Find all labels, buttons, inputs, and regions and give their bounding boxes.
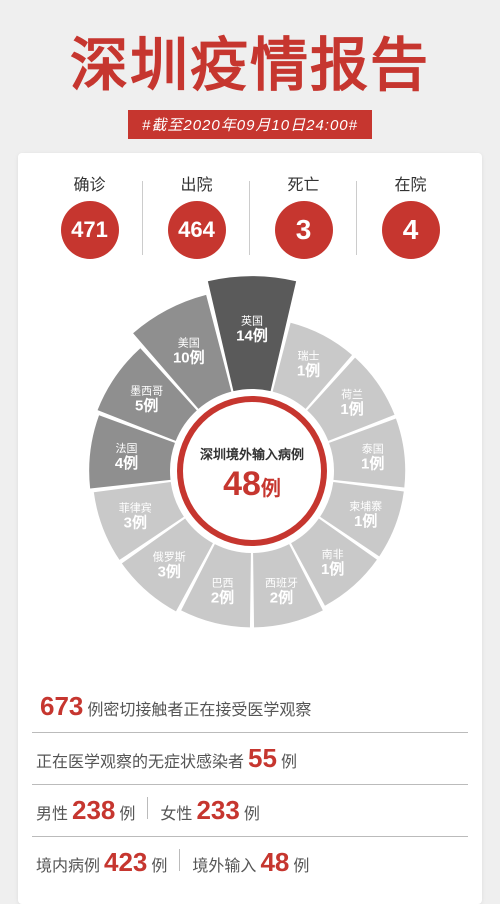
pie-svg: 英国14例瑞士1例荷兰1例泰国1例柬埔寨1例南非1例西班牙2例巴西2例俄罗斯3例… xyxy=(32,271,472,671)
female-post: 例 xyxy=(244,800,260,824)
report-timestamp: #截至2020年09月10日24:00# xyxy=(128,110,372,139)
slice-country: 瑞士 xyxy=(298,348,320,362)
slice-country: 荷兰 xyxy=(341,388,363,401)
slice-country: 法国 xyxy=(116,441,138,455)
slice-cases: 2例 xyxy=(270,589,293,607)
row-contacts: 673 例密切接触者正在接受医学观察 xyxy=(32,681,468,732)
imported-cases-pie: 英国14例瑞士1例荷兰1例泰国1例柬埔寨1例南非1例西班牙2例巴西2例俄罗斯3例… xyxy=(32,271,468,671)
slice-cases: 1例 xyxy=(321,560,344,578)
slice-country: 柬埔寨 xyxy=(349,499,382,513)
stat-label: 死亡 xyxy=(250,171,357,195)
domestic-number: 423 xyxy=(104,847,147,878)
main-card: 确诊 471 出院 464 死亡 3 在院 4 英国14例瑞士1例荷兰1例泰国1… xyxy=(18,153,482,904)
stat-label: 出院 xyxy=(143,171,250,195)
slice-country: 巴西 xyxy=(212,578,234,590)
stat-confirmed: 确诊 471 xyxy=(36,171,143,259)
asymptomatic-pre: 正在医学观察的无症状感染者 xyxy=(36,748,244,772)
slice-cases: 1例 xyxy=(354,512,377,530)
row-gender: 男性 238 例 女性 233 例 xyxy=(32,784,468,836)
slice-cases: 5例 xyxy=(135,396,158,414)
subtitle-wrap: #截至2020年09月10日24:00# xyxy=(0,110,500,139)
slice-country: 俄罗斯 xyxy=(153,550,186,563)
slice-cases: 4例 xyxy=(115,454,138,472)
imported-number: 48 xyxy=(260,847,289,878)
stat-hospitalized: 在院 4 xyxy=(357,171,464,259)
male-pre: 男性 xyxy=(36,800,68,824)
male-post: 例 xyxy=(119,800,135,824)
slice-country: 泰国 xyxy=(362,441,384,455)
slice-country: 菲律宾 xyxy=(119,500,152,514)
slice-cases: 2例 xyxy=(211,589,234,607)
stat-label: 在院 xyxy=(357,171,464,195)
asymptomatic-number: 55 xyxy=(248,743,277,774)
divider xyxy=(179,849,180,871)
stat-label: 确诊 xyxy=(36,171,143,195)
stat-value-circle: 4 xyxy=(382,201,440,259)
contacts-text: 例密切接触者正在接受医学观察 xyxy=(87,696,311,720)
slice-cases: 3例 xyxy=(124,513,147,531)
domestic-pre: 境内病例 xyxy=(36,852,100,876)
male-number: 238 xyxy=(72,795,115,826)
slice-country: 西班牙 xyxy=(265,577,298,590)
stat-value-circle: 464 xyxy=(168,201,226,259)
slice-cases: 1例 xyxy=(340,400,363,418)
slice-cases: 1例 xyxy=(361,454,384,472)
pie-center-label: 深圳境外输入病例 xyxy=(200,447,304,462)
slice-country: 美国 xyxy=(178,337,200,350)
domestic-post: 例 xyxy=(151,852,167,876)
stat-value-circle: 3 xyxy=(275,201,333,259)
row-asymptomatic: 正在医学观察的无症状感染者 55 例 xyxy=(32,732,468,784)
slice-cases: 3例 xyxy=(158,562,181,580)
top-stats-row: 确诊 471 出院 464 死亡 3 在院 4 xyxy=(32,171,468,265)
contacts-number: 673 xyxy=(40,691,83,722)
stat-deaths: 死亡 3 xyxy=(250,171,357,259)
stat-discharged: 出院 464 xyxy=(143,171,250,259)
stat-value-circle: 471 xyxy=(61,201,119,259)
female-number: 233 xyxy=(196,795,239,826)
slice-country: 南非 xyxy=(322,548,344,561)
asymptomatic-post: 例 xyxy=(281,748,297,772)
slice-country: 英国 xyxy=(241,314,263,328)
bottom-stats: 673 例密切接触者正在接受医学观察 正在医学观察的无症状感染者 55 例 男性… xyxy=(32,681,468,888)
divider xyxy=(147,797,148,819)
female-pre: 女性 xyxy=(160,800,192,824)
imported-pre: 境外输入 xyxy=(192,852,256,876)
row-origin: 境内病例 423 例 境外输入 48 例 xyxy=(32,836,468,888)
imported-post: 例 xyxy=(293,852,309,876)
slice-cases: 1例 xyxy=(297,361,320,379)
page-title: 深圳疫情报告 xyxy=(0,0,500,102)
slice-cases: 10例 xyxy=(173,349,205,367)
slice-country: 墨西哥 xyxy=(130,384,163,397)
slice-cases: 14例 xyxy=(236,327,268,345)
